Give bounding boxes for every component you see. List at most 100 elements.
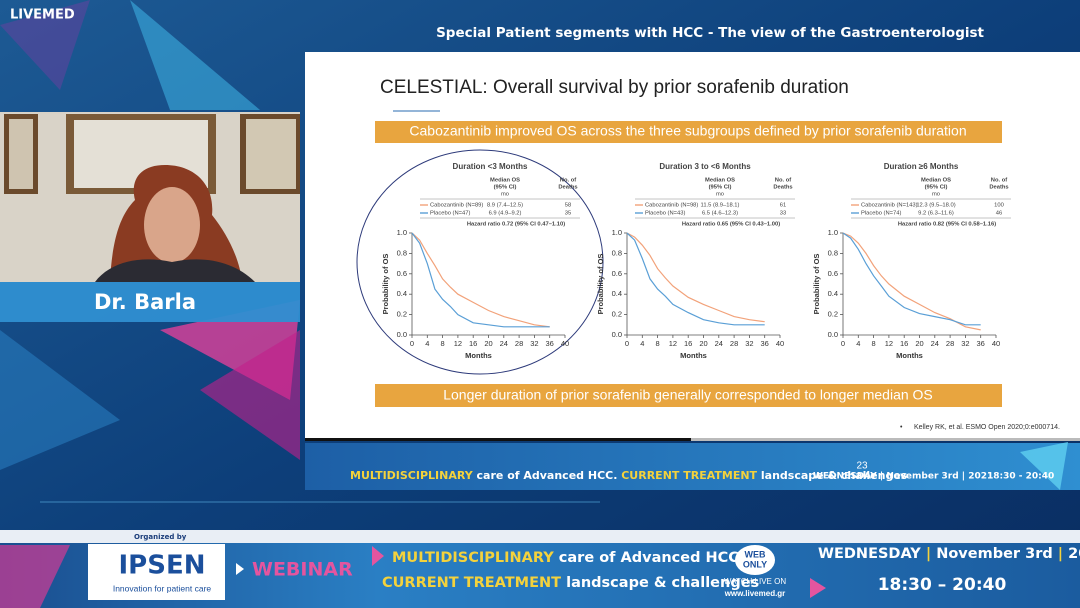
y-tick-label: 0.0: [828, 330, 838, 339]
y-tick-label: 0.0: [397, 330, 407, 339]
banner-top: [375, 121, 1002, 143]
watch: WATCH LIVE ON: [724, 577, 786, 586]
banner-line-1: MULTIDISCIPLINARY care of Advanced HCC.: [392, 550, 744, 566]
citation-bullet: •: [900, 424, 903, 431]
slide-footer-time: 18:30 - 20:40: [987, 472, 1054, 482]
speaker-video: [0, 112, 300, 282]
y-tick-label: 0.8: [612, 248, 622, 257]
x-tick-label: 24: [715, 339, 723, 348]
table-header: No. of: [775, 178, 791, 184]
hazard-ratio: Hazard ratio 0.82 (95% CI 0.58–1.16): [898, 222, 996, 228]
text-part: landscape & challenges: [561, 575, 759, 591]
y-tick-label: 1.0: [612, 228, 622, 237]
banner-time: 18:30 – 20:40: [878, 575, 1007, 595]
deaths: 46: [996, 211, 1002, 217]
x-tick-label: 8: [656, 339, 660, 348]
x-tick-label: 0: [625, 339, 629, 348]
y-tick-label: 0.2: [828, 310, 838, 319]
y-tick-label: 0.6: [397, 269, 407, 278]
x-tick-label: 20: [699, 339, 707, 348]
table-header: No. of: [560, 178, 576, 184]
clothes: [95, 259, 255, 282]
x-tick-label: 36: [761, 339, 769, 348]
banner-date: WEDNESDAY | November 3rd | 2021: [818, 546, 1080, 562]
face: [144, 187, 200, 263]
text-part: 2021: [1068, 546, 1080, 562]
x-tick-label: 12: [454, 339, 462, 348]
text-part: WEDNESDAY: [818, 546, 921, 562]
x-tick-label: 28: [730, 339, 738, 348]
decor: [0, 545, 70, 608]
x-tick-label: 20: [484, 339, 492, 348]
badge: [735, 545, 775, 575]
survival-curve: [626, 232, 765, 326]
table-header: Median OS: [705, 178, 735, 184]
x-tick-label: 32: [961, 339, 969, 348]
url: www.livemed.gr: [724, 589, 786, 598]
x-tick-label: 40: [561, 339, 569, 348]
name-bar: [0, 282, 300, 322]
decor: [0, 330, 120, 470]
x-tick-label: 32: [745, 339, 753, 348]
x-tick-label: 28: [515, 339, 523, 348]
survival-curve: [411, 232, 550, 328]
x-tick-label: 20: [915, 339, 923, 348]
slide-footer-date: WEDNESDAY | November 3rd | 2021: [813, 472, 993, 482]
text-part: care of Advanced HCC.: [554, 550, 745, 566]
x-axis-label: Months: [896, 351, 923, 360]
y-tick-label: 0.6: [612, 269, 622, 278]
x-axis-label: Months: [465, 351, 492, 360]
x-tick-label: 40: [776, 339, 784, 348]
sponsor-tagline: Innovation for patient care: [113, 583, 212, 593]
webinar: WEBINAR: [252, 559, 353, 581]
x-tick-label: 8: [872, 339, 876, 348]
x-tick-label: 4: [425, 339, 429, 348]
deaths: 100: [994, 203, 1004, 209]
x-tick-label: 24: [500, 339, 508, 348]
picture: [246, 119, 296, 189]
y-tick-label: 0.4: [828, 289, 838, 298]
text-part: CURRENT TREATMENT: [621, 469, 757, 482]
picture: [9, 119, 33, 189]
survival-curve: [626, 232, 765, 323]
hazard-ratio: Hazard ratio 0.72 (95% CI 0.47–1.10): [467, 222, 565, 228]
arrow: [810, 578, 826, 598]
citation: Kelley RK, et al. ESMO Open 2020;0:e0007…: [914, 424, 1060, 431]
text-part: landscape & challenges: [757, 469, 908, 482]
text-part: MULTIDISCIPLINARY: [350, 469, 474, 482]
table-header: Deaths: [773, 185, 792, 191]
median-os: 12.3 (9.5–18.0): [916, 203, 955, 209]
survival-curve: [842, 232, 981, 331]
x-tick-label: 0: [410, 339, 414, 348]
slide-footer-text: MULTIDISCIPLINARY care of Advanced HCC. …: [350, 469, 908, 482]
y-tick-label: 0.6: [828, 269, 838, 278]
header-title: Special Patient segments with HCC - The …: [436, 25, 984, 41]
arrow: [236, 563, 244, 575]
table-header: (95% CI): [925, 185, 948, 191]
organized-by: Organized by: [134, 533, 187, 541]
legend-label: Placebo (N=47): [430, 211, 471, 217]
legend-label: Cabozantinib (N=143): [861, 203, 918, 209]
slide-footer: [305, 443, 1080, 490]
decor: [130, 0, 260, 110]
median-os: 8.9 (7.4–12.5): [487, 203, 523, 209]
y-axis-label: Probability of OS: [381, 254, 390, 315]
survival-curve: [842, 232, 981, 326]
table-header: No. of: [991, 178, 1007, 184]
deaths: 33: [780, 211, 786, 217]
median-os: 11.5 (8.9–18.1): [701, 203, 740, 209]
panel-title: Duration <3 Months: [453, 162, 528, 171]
x-tick-label: 16: [684, 339, 692, 348]
text-part: care of Advanced HCC.: [473, 469, 622, 482]
text-part: CURRENT TREATMENT: [382, 575, 561, 591]
arrow: [372, 546, 384, 566]
x-tick-label: 32: [530, 339, 538, 348]
y-tick-label: 0.8: [828, 248, 838, 257]
y-tick-label: 0.8: [397, 248, 407, 257]
x-tick-label: 4: [640, 339, 644, 348]
text-part: |: [921, 546, 936, 562]
table-header: (95% CI): [709, 185, 732, 191]
legend-label: Cabozantinib (N=89): [430, 203, 483, 209]
banner-top-text: Cabozantinib improved OS across the thre…: [409, 123, 966, 139]
